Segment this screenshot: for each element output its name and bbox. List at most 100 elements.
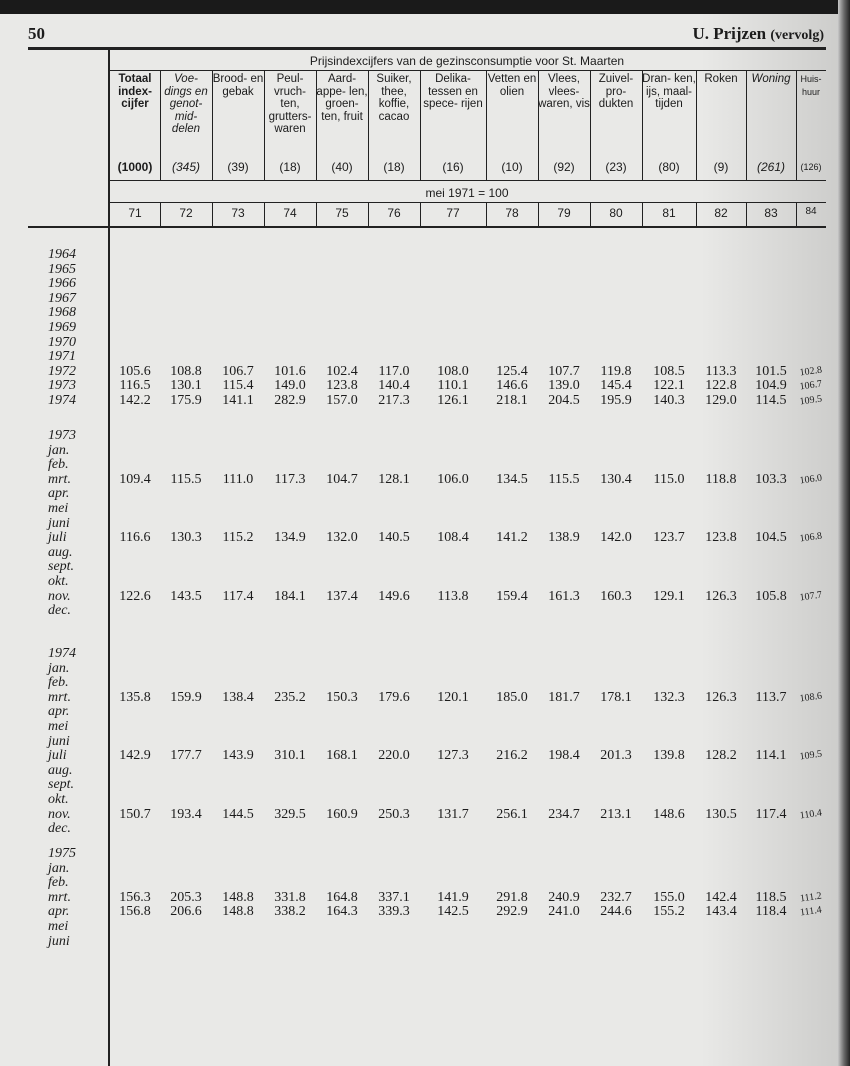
table-row: okt. bbox=[0, 792, 850, 808]
table-row: juni bbox=[0, 933, 850, 950]
column-header: Dran- ken, ijs, maal- tijden (80) bbox=[642, 70, 696, 180]
table-row: apr. bbox=[0, 487, 850, 502]
table-row: 1969 bbox=[0, 320, 850, 336]
table-title: Prijsindexcijfers van de gezinsconsumpti… bbox=[309, 54, 625, 68]
cell-value: 129.0 bbox=[705, 392, 737, 408]
rule bbox=[108, 202, 826, 203]
cell-value: 141.9 bbox=[437, 889, 469, 905]
table-row: mei bbox=[0, 501, 850, 517]
row-label: aug. bbox=[48, 762, 73, 778]
column-number: 75 bbox=[335, 206, 349, 220]
row-label: dec. bbox=[48, 821, 71, 837]
column-divider bbox=[590, 70, 591, 180]
cell-value: 149.0 bbox=[274, 378, 306, 394]
column-divider bbox=[746, 70, 747, 180]
column-divider bbox=[212, 202, 213, 226]
cell-value: 148.6 bbox=[653, 806, 685, 822]
cell-value: 104.9 bbox=[755, 378, 787, 394]
table-row: nov. 122.6 143.5 117.4 184.1 137.4 149.6 113.8 1… bbox=[0, 588, 850, 605]
cell-value: 160.3 bbox=[600, 588, 632, 604]
column-weight: (1000) bbox=[117, 160, 153, 175]
scan-right-edge bbox=[838, 0, 850, 1066]
cell-value: 130.3 bbox=[170, 530, 202, 546]
rule bbox=[108, 180, 826, 181]
cell-value: 244.6 bbox=[600, 904, 632, 920]
column-number: 78 bbox=[505, 206, 519, 220]
cell-value: 114.1 bbox=[755, 748, 787, 764]
column-header: Totaal index- cijfer (1000) bbox=[110, 70, 160, 180]
cell-value: 101.6 bbox=[274, 363, 306, 379]
cell-value: 175.9 bbox=[170, 392, 202, 408]
cell-value: 117.4 bbox=[755, 806, 787, 822]
table-row: 1974 142.2 175.9 141.1 282.9 157.0 217.3 126.1 2… bbox=[0, 392, 850, 409]
column-weight: (92) bbox=[553, 160, 575, 175]
column-number: 79 bbox=[557, 206, 571, 220]
cell-value: 150.3 bbox=[326, 689, 358, 705]
column-number: 72 bbox=[179, 206, 193, 220]
column-label: Voe- dings en genot- mid- delen bbox=[164, 73, 208, 136]
cell-value: 126.3 bbox=[705, 588, 737, 604]
row-label: juni bbox=[48, 515, 70, 531]
row-label: mei bbox=[48, 918, 69, 934]
cell-value: 250.3 bbox=[378, 806, 410, 822]
column-divider bbox=[746, 202, 747, 226]
row-label: 1966 bbox=[48, 276, 76, 292]
column-header: Suiker, thee, koffie, cacao (18) bbox=[368, 70, 420, 180]
cell-value: 120.1 bbox=[437, 689, 469, 705]
row-label: mrt. bbox=[48, 689, 71, 705]
stub-divider bbox=[108, 50, 110, 1066]
column-weight: (40) bbox=[331, 160, 353, 175]
column-divider bbox=[796, 202, 797, 226]
cell-value: 115.4 bbox=[222, 378, 254, 394]
table-row: mrt. 156.3 205.3 148.8 331.8 164.8 337.1 141.9 2… bbox=[0, 889, 850, 906]
cell-value: 234.7 bbox=[548, 806, 580, 822]
table-row: aug. bbox=[0, 545, 850, 561]
row-label: sept. bbox=[48, 559, 75, 575]
cell-value: 118.4 bbox=[755, 904, 787, 920]
table-row: apr. bbox=[0, 705, 850, 720]
cell-value: 201.3 bbox=[600, 748, 632, 764]
row-label: jan. bbox=[48, 660, 70, 676]
cell-value: 282.9 bbox=[274, 392, 306, 408]
cell-value: 157.0 bbox=[326, 392, 358, 408]
cell-value: 108.0 bbox=[437, 363, 469, 379]
row-label: nov. bbox=[48, 588, 71, 604]
column-divider bbox=[160, 70, 161, 180]
row-label: mrt. bbox=[48, 889, 71, 905]
column-divider bbox=[796, 70, 797, 180]
cell-value: 232.7 bbox=[600, 889, 632, 905]
column-divider bbox=[486, 202, 487, 226]
table-row: dec. bbox=[0, 604, 850, 619]
cell-value: 213.1 bbox=[600, 806, 632, 822]
column-label: Brood- en gebak bbox=[212, 73, 264, 98]
cell-value: 140.3 bbox=[653, 392, 685, 408]
cell-value: 103.3 bbox=[755, 471, 787, 487]
cell-value: 159.4 bbox=[496, 588, 528, 604]
cell-value: 115.2 bbox=[222, 530, 254, 546]
year-block: 1973 jan. feb. mrt. 109.4 115.5 111.0 117.3 104.… bbox=[0, 428, 850, 619]
cell-value: 138.9 bbox=[548, 530, 580, 546]
cell-value: 113.8 bbox=[437, 588, 469, 604]
scan-top-edge bbox=[0, 0, 850, 14]
cell-value: 310.1 bbox=[274, 748, 306, 764]
cell-value: 119.8 bbox=[600, 363, 632, 379]
cell-value: 140.4 bbox=[378, 378, 410, 394]
cell-value: 193.4 bbox=[170, 806, 202, 822]
column-divider bbox=[368, 202, 369, 226]
cell-value: 132.0 bbox=[326, 530, 358, 546]
column-header: Roken (9) bbox=[696, 70, 746, 180]
row-label: juni bbox=[48, 933, 70, 949]
table-row: mei bbox=[0, 719, 850, 735]
column-weight: (18) bbox=[279, 160, 301, 175]
table-row: juni bbox=[0, 734, 850, 750]
cell-value: 139.0 bbox=[548, 378, 580, 394]
cell-value: 128.1 bbox=[378, 471, 410, 487]
table-row: 1971 bbox=[0, 350, 850, 365]
table-row: sept. bbox=[0, 778, 850, 793]
cell-value: 109.4 bbox=[119, 471, 151, 487]
table-row: sept. bbox=[0, 560, 850, 575]
cell-value: 178.1 bbox=[600, 689, 632, 705]
cell-value: 141.2 bbox=[496, 530, 528, 546]
cell-value: 127.3 bbox=[437, 748, 469, 764]
cell-value: 181.7 bbox=[548, 689, 580, 705]
